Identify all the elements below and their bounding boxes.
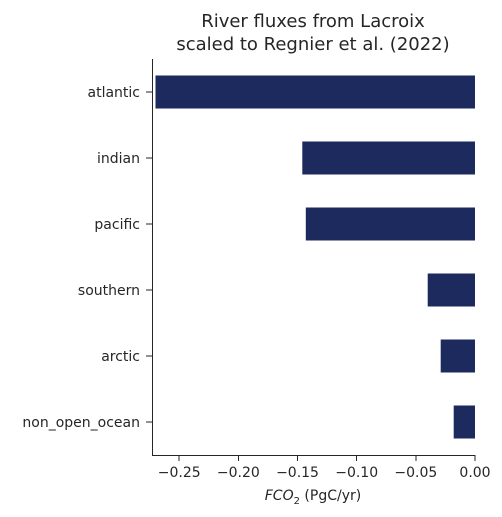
x-tick-label: 0.00	[459, 465, 490, 481]
x-axis-label: FCO2 (PgC/yr)	[265, 488, 361, 507]
x-axis-label-main: FCO	[265, 488, 294, 504]
x-tick-label: −0.25	[158, 465, 201, 481]
y-tick-label: indian	[97, 151, 140, 167]
y-tick-label: non_open_ocean	[22, 415, 140, 431]
bars-group	[155, 75, 475, 439]
bar-non-open-ocean	[453, 405, 475, 439]
x-tick-label: −0.15	[276, 465, 319, 481]
bar-atlantic	[155, 75, 475, 109]
bar-southern	[427, 273, 475, 307]
bar-indian	[302, 141, 475, 175]
bar-arctic	[440, 339, 475, 373]
y-tick-label: atlantic	[88, 85, 141, 101]
bar-pacific	[305, 207, 475, 241]
x-axis-ticks: −0.25 −0.20 −0.15 −0.10 −0.05 0.00	[158, 455, 491, 481]
y-tick-label: arctic	[101, 349, 140, 365]
x-tick-label: −0.20	[217, 465, 260, 481]
y-axis-ticks: atlantic indian pacific southern arctic non_o…	[22, 85, 152, 431]
chart-title-line-1: River fluxes from Lacroix	[201, 11, 425, 32]
chart-title-line-2: scaled to Regnier et al. (2022)	[176, 34, 449, 55]
x-tick-label: −0.05	[394, 465, 437, 481]
y-tick-label: pacific	[94, 217, 140, 233]
y-tick-label: southern	[78, 283, 140, 299]
x-axis-label-subscript: 2	[294, 496, 300, 507]
x-tick-label: −0.10	[335, 465, 378, 481]
x-axis-label-units: (PgC/yr)	[300, 488, 361, 504]
